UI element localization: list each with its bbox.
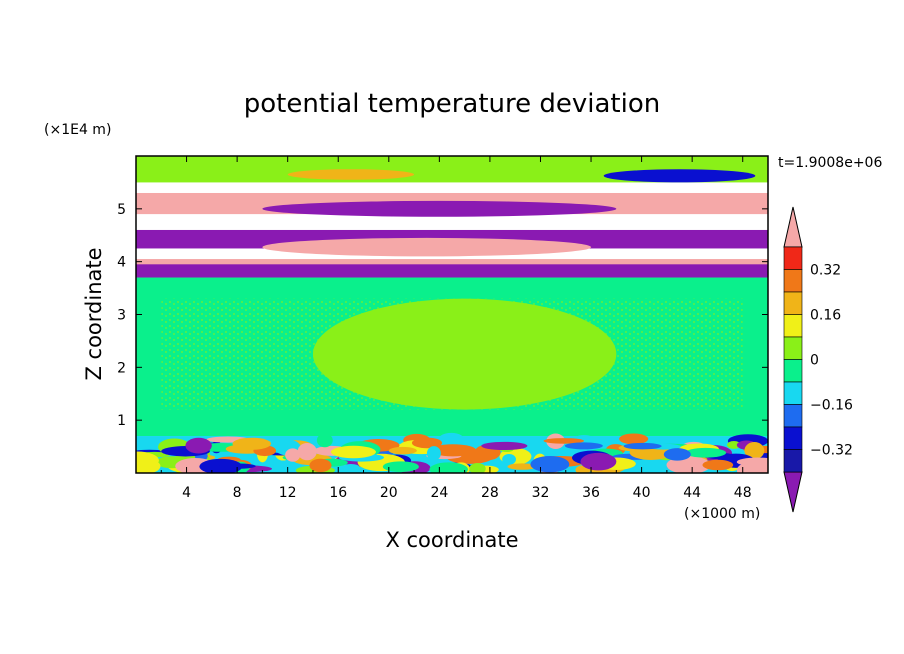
colorbar-tick-label: 0.32	[810, 263, 841, 279]
field-region	[262, 237, 592, 257]
field-region	[136, 264, 768, 278]
colorbar-swatch	[783, 381, 803, 405]
x-axis: 4 8 12 16 20 24 28 32 36 40 44 48	[160, 156, 752, 501]
colorbar-swatch	[783, 246, 803, 270]
y-tick-label: 1	[117, 413, 126, 429]
field-region	[262, 200, 617, 217]
x-tick-label: 24	[430, 485, 448, 501]
plot-area	[136, 156, 768, 473]
boundary-layer-cell	[297, 442, 317, 461]
x-unit-label: (×1000 m)	[684, 506, 760, 522]
boundary-layer-cell	[388, 446, 417, 455]
y-axis-label: Z coordinate	[82, 247, 106, 380]
boundary-layer-cell	[481, 441, 528, 451]
boundary-layer-cell	[232, 437, 272, 450]
boundary-layer-cell	[426, 446, 441, 461]
colorbar-tick-label: 0.16	[810, 308, 841, 324]
boundary-layer-cell	[623, 442, 662, 450]
x-tick-label: 8	[233, 485, 242, 501]
colorbar-swatch	[783, 314, 803, 338]
colorbar-swatch	[783, 291, 803, 315]
boundary-layer-cell	[564, 442, 603, 450]
boundary-layer-cell	[530, 456, 570, 473]
boundary-layer-cell	[316, 433, 333, 448]
y-tick-label: 3	[117, 308, 126, 324]
boundary-layer-cell	[218, 463, 256, 469]
chart-title: potential temperature deviation	[244, 89, 660, 119]
boundary-layer-cell	[727, 440, 741, 449]
colorbar-extend-bottom	[783, 471, 803, 513]
boundary-layer-cell	[502, 453, 516, 465]
colorbar-extend-top	[783, 206, 803, 248]
x-tick-label: 48	[734, 485, 752, 501]
boundary-layer-cell	[619, 433, 649, 445]
field-region	[287, 169, 415, 180]
colorbar-swatch	[783, 359, 803, 383]
boundary-layer-cell	[309, 458, 332, 473]
field-texture	[161, 298, 743, 410]
colorbar-swatch	[783, 336, 803, 360]
boundary-layer-cell	[382, 461, 419, 473]
boundary-layer-cell	[136, 451, 159, 470]
boundary-layer-cell	[685, 447, 727, 458]
y-tick-label: 2	[117, 360, 126, 376]
field-region	[603, 169, 756, 183]
x-tick-label: 12	[279, 485, 297, 501]
x-tick-label: 36	[582, 485, 600, 501]
boundary-layer-cell	[663, 448, 691, 461]
boundary-layer-cell	[285, 448, 301, 462]
x-tick-label: 4	[182, 485, 191, 501]
boundary-layer-cell	[411, 437, 443, 449]
x-tick-label: 28	[481, 485, 499, 501]
boundary-layer-cell	[342, 463, 360, 471]
time-label: t=1.9008e+06	[778, 155, 882, 171]
y-tick-label: 5	[117, 202, 126, 218]
y-unit-label: (×1E4 m)	[44, 122, 111, 138]
x-tick-label: 20	[380, 485, 398, 501]
x-tick-label: 16	[329, 485, 347, 501]
boundary-layer-cell	[469, 462, 486, 473]
boundary-layer-cell	[580, 452, 617, 471]
x-tick-label: 32	[532, 485, 550, 501]
colorbar-tick-label: 0	[810, 353, 819, 369]
y-axis: 1 2 3 4 5	[117, 202, 768, 429]
colorbar: 0.32 0.16 0 −0.16 −0.32	[783, 206, 853, 513]
x-tick-label: 44	[683, 485, 701, 501]
x-tick-label: 40	[633, 485, 651, 501]
colorbar-tick-label: −0.32	[810, 443, 853, 459]
boundary-layer-cell	[744, 441, 765, 460]
boundary-layer-cell	[364, 461, 386, 470]
colorbar-swatch	[783, 449, 803, 473]
boundary-layer-cell	[429, 444, 477, 457]
boundary-layer-cell	[736, 457, 768, 467]
boundary-layer-cell	[185, 437, 212, 454]
boundary-layer-cell	[429, 462, 469, 473]
x-axis-label: X coordinate	[385, 528, 518, 552]
y-tick-label: 4	[117, 255, 126, 271]
colorbar-swatch	[783, 426, 803, 450]
boundary-layer-cell	[330, 445, 376, 459]
colorbar-swatch	[783, 404, 803, 428]
boundary-layer-cell	[507, 463, 537, 470]
colorbar-tick-label: −0.16	[810, 398, 853, 414]
boundary-layer-cell	[543, 438, 585, 444]
boundary-layer-cell	[702, 459, 734, 471]
colorbar-swatch	[783, 269, 803, 293]
